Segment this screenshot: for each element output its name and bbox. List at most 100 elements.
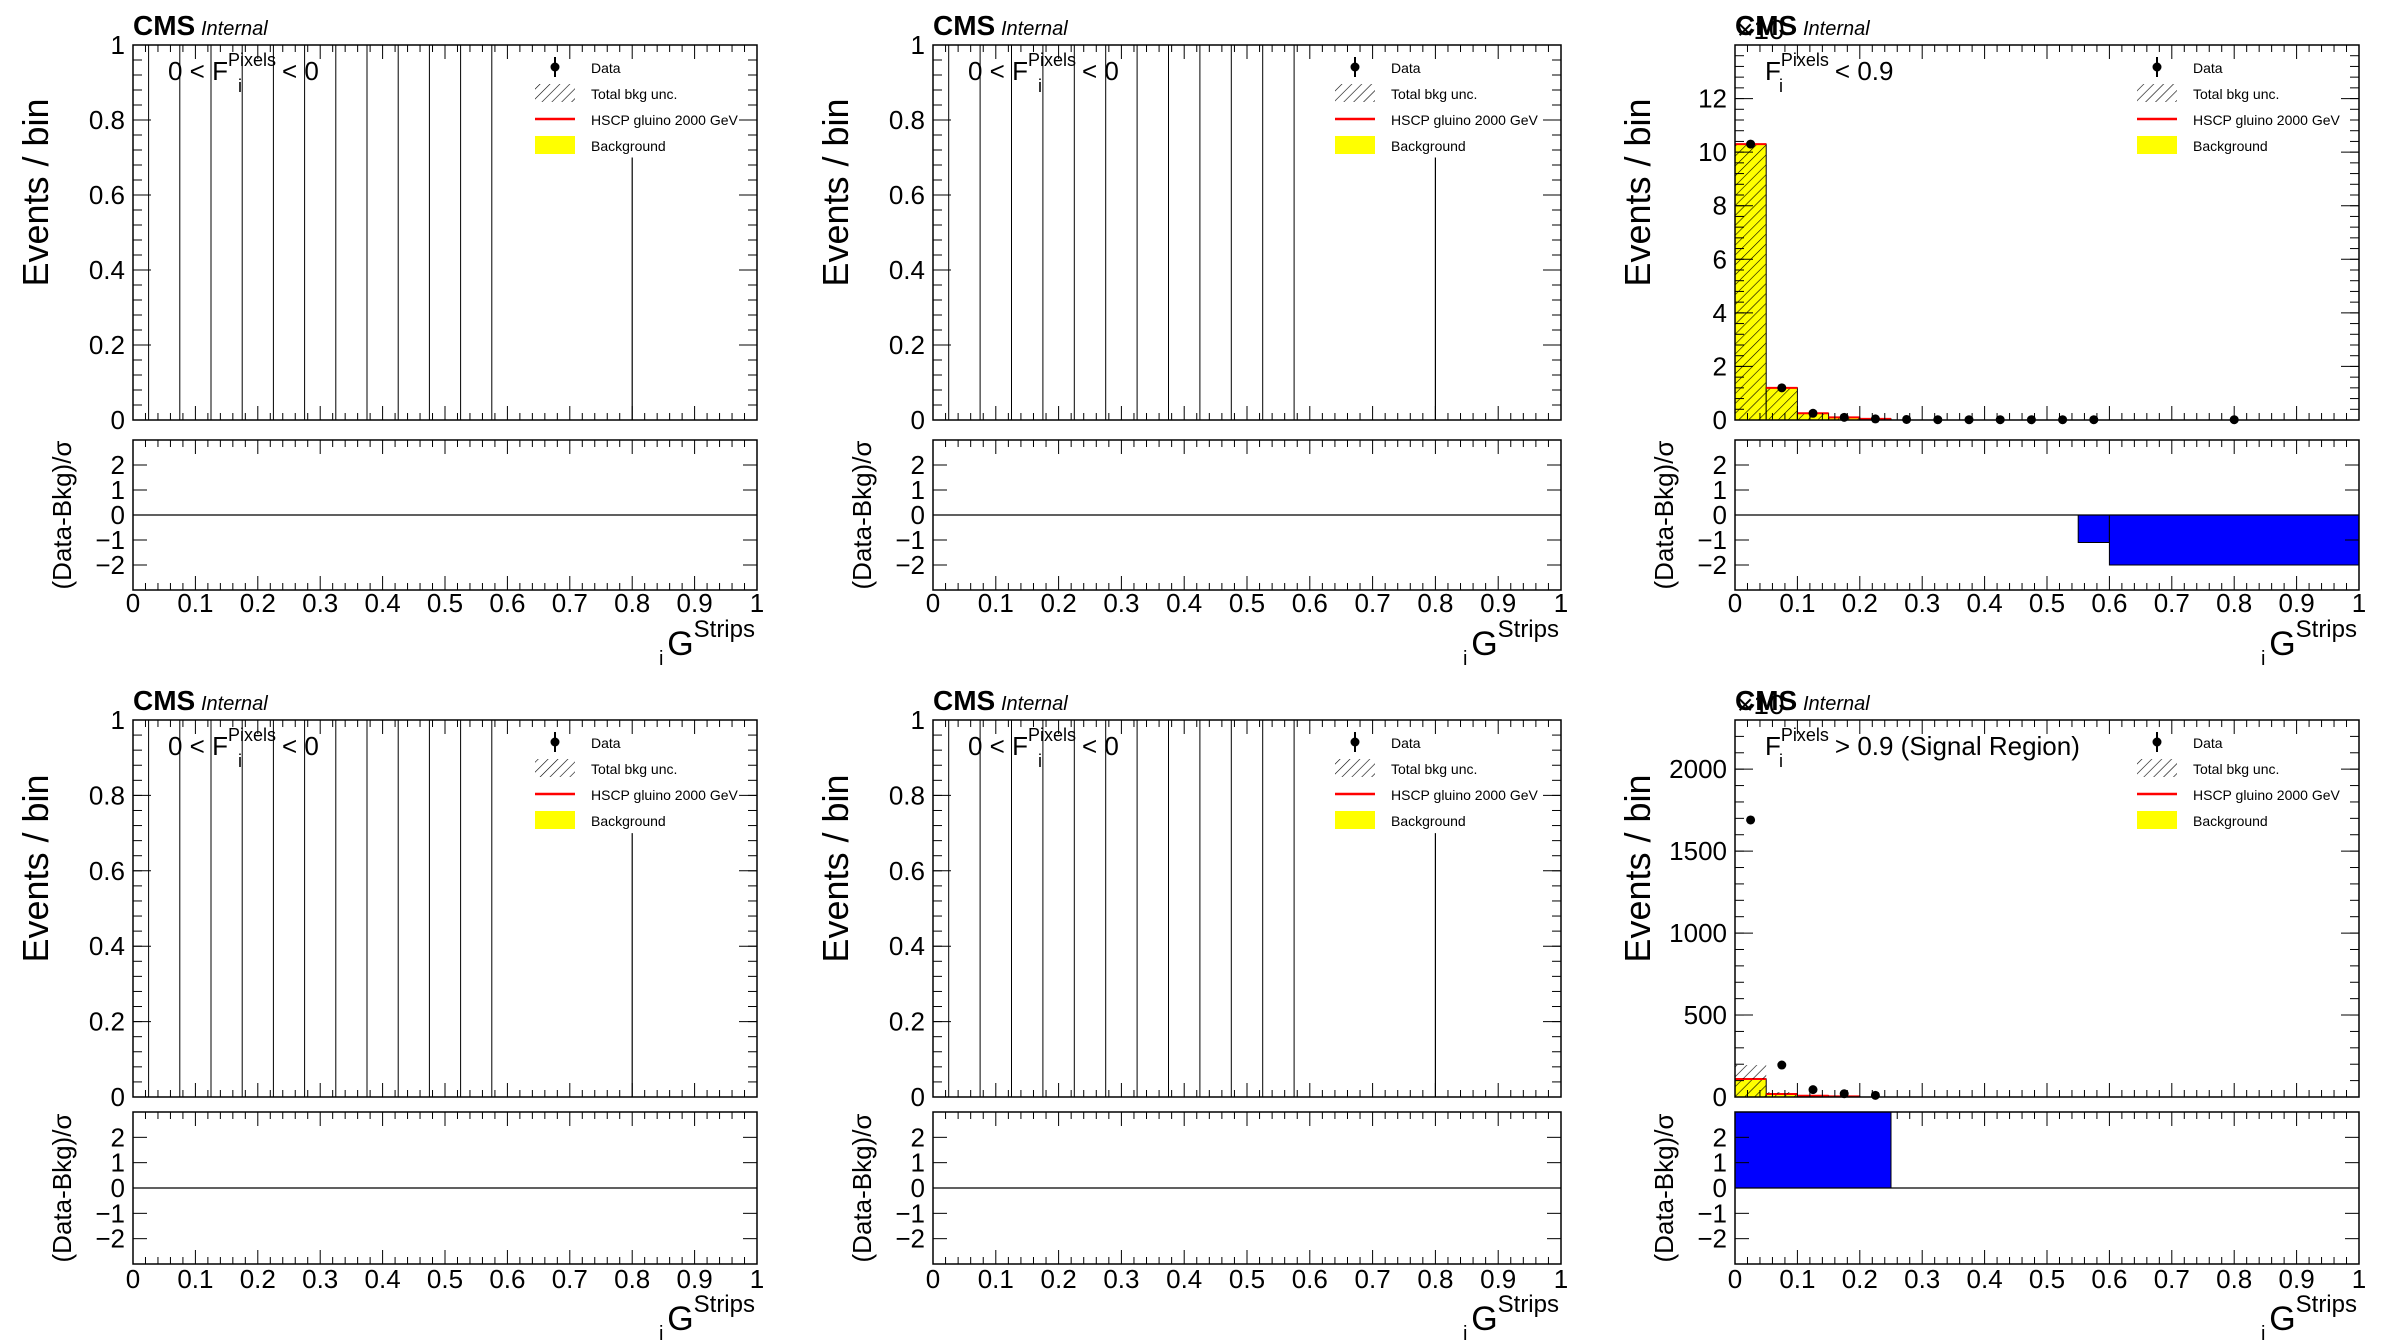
y-axis-title: Events / bin [815,98,856,286]
background-bar [1734,143,1767,421]
uncertainty-band [1735,1065,1767,1079]
x-tick-label: 0.4 [1166,1264,1202,1294]
x-tick-label: 0.3 [302,1264,338,1294]
x-tick-label: 0.2 [1842,1264,1878,1294]
x-tick-label: 0.1 [177,1264,213,1294]
y-tick-label: 0.8 [89,780,125,810]
x-tick-label: 0.3 [1103,1264,1139,1294]
internal-label: Internal [1803,693,1870,715]
ratio-tick-label: 0 [911,500,925,530]
legend-entry: Data [591,735,621,751]
x-axis-title-sub: i [2261,1323,2265,1344]
background-bar [1765,387,1798,421]
y-tick-label: 1 [911,705,925,735]
region-label-sub: i [238,751,242,771]
pull-bar [2108,514,2360,566]
ratio-axis-title: (Data-Bkg)/σ [47,1114,77,1263]
legend-hatch [535,84,575,102]
x-tick-label: 0 [1728,588,1742,618]
y-tick-label: 1500 [1669,836,1727,866]
legend-entry: Total bkg unc. [1391,86,1477,102]
cms-label: CMS [933,685,995,716]
x-tick-label: 1 [750,1264,764,1294]
x-tick-label: 0.1 [1779,588,1815,618]
legend-entry: Background [1391,138,1466,154]
x-tick-label: 0.5 [1229,1264,1265,1294]
legend-marker [550,62,560,72]
ratio-axis-title: (Data-Bkg)/σ [1649,1114,1679,1263]
x-axis-title: GStrips [2269,616,2357,663]
data-point [1777,383,1787,393]
legend-fill [535,136,575,154]
cms-label: CMS [133,685,195,716]
ratio-tick-label: 0 [1713,1173,1727,1203]
y-tick-label: 1000 [1669,918,1727,948]
internal-label: Internal [1001,18,1068,40]
ratio-tick-label: −1 [95,525,125,555]
x-tick-label: 0.4 [1967,588,2003,618]
ratio-tick-label: −1 [895,1198,925,1228]
x-tick-label: 0.5 [427,588,463,618]
x-axis-title-sub: i [1463,1323,1467,1344]
y-axis-title: Events / bin [15,98,56,286]
cms-label: CMS [1735,685,1797,716]
legend-entry: Data [591,60,621,76]
data-point [1746,815,1756,825]
x-tick-label: 0.9 [1480,588,1516,618]
data-point [1746,139,1756,149]
y-tick-label: 1 [111,30,125,60]
y-tick-label: 1 [111,705,125,735]
ratio-tick-label: −2 [895,550,925,580]
region-label: FPixels > 0.9 (Signal Region) [1765,725,2080,761]
x-axis-title: GStrips [1471,1291,1559,1338]
ratio-tick-label: −2 [895,1224,925,1254]
ratio-tick-label: −2 [95,550,125,580]
data-point [1808,1085,1818,1095]
internal-label: Internal [1001,693,1068,715]
data-point [1839,1089,1849,1099]
x-axis-title-sub: i [1463,648,1467,670]
legend-marker [1350,62,1360,72]
legend-hatch [1335,84,1375,102]
x-axis-title-sub: i [659,1323,663,1344]
cms-label: CMS [933,10,995,41]
y-tick-label: 8 [1713,191,1727,221]
background-bar [1734,1078,1767,1098]
legend-entry: HSCP gluino 2000 GeV [2193,787,2340,803]
ratio-tick-label: 0 [1713,500,1727,530]
y-tick-label: 2 [1713,351,1727,381]
legend-entry: HSCP gluino 2000 GeV [591,787,738,803]
ratio-tick-label: 1 [1713,475,1727,505]
pull-bar [2077,514,2110,543]
y-tick-label: 0.4 [89,931,125,961]
ratio-tick-label: 2 [911,1122,925,1152]
x-tick-label: 0.5 [2029,588,2065,618]
ratio-tick-label: −1 [95,1198,125,1228]
legend-entry: Data [1391,60,1421,76]
x-tick-label: 0.4 [365,1264,401,1294]
y-tick-label: 0.8 [889,105,925,135]
x-axis-title: GStrips [1471,616,1559,663]
data-point [1777,1060,1787,1070]
ratio-tick-label: 1 [111,475,125,505]
y-tick-label: 0 [111,1082,125,1112]
region-label-sub: i [238,76,242,96]
ratio-tick-label: 0 [911,1173,925,1203]
x-axis-title: GStrips [667,1291,755,1338]
y-tick-label: 0.8 [889,780,925,810]
region-label: 0 < FPixels < 0 [968,725,1119,761]
y-tick-label: 10 [1698,137,1727,167]
ratio-tick-label: 0 [111,500,125,530]
y-tick-label: 0 [911,405,925,435]
legend-entry: Background [1391,813,1466,829]
legend-fill [535,811,575,829]
y-tick-label: 0 [1713,1082,1727,1112]
ratio-tick-label: −2 [1697,550,1727,580]
x-tick-label: 0.9 [2279,588,2315,618]
legend-entry: Background [591,813,666,829]
x-tick-label: 0.1 [1779,1264,1815,1294]
x-tick-label: 0.8 [1417,588,1453,618]
x-tick-label: 0.1 [978,588,1014,618]
x-tick-label: 0.6 [1292,588,1328,618]
